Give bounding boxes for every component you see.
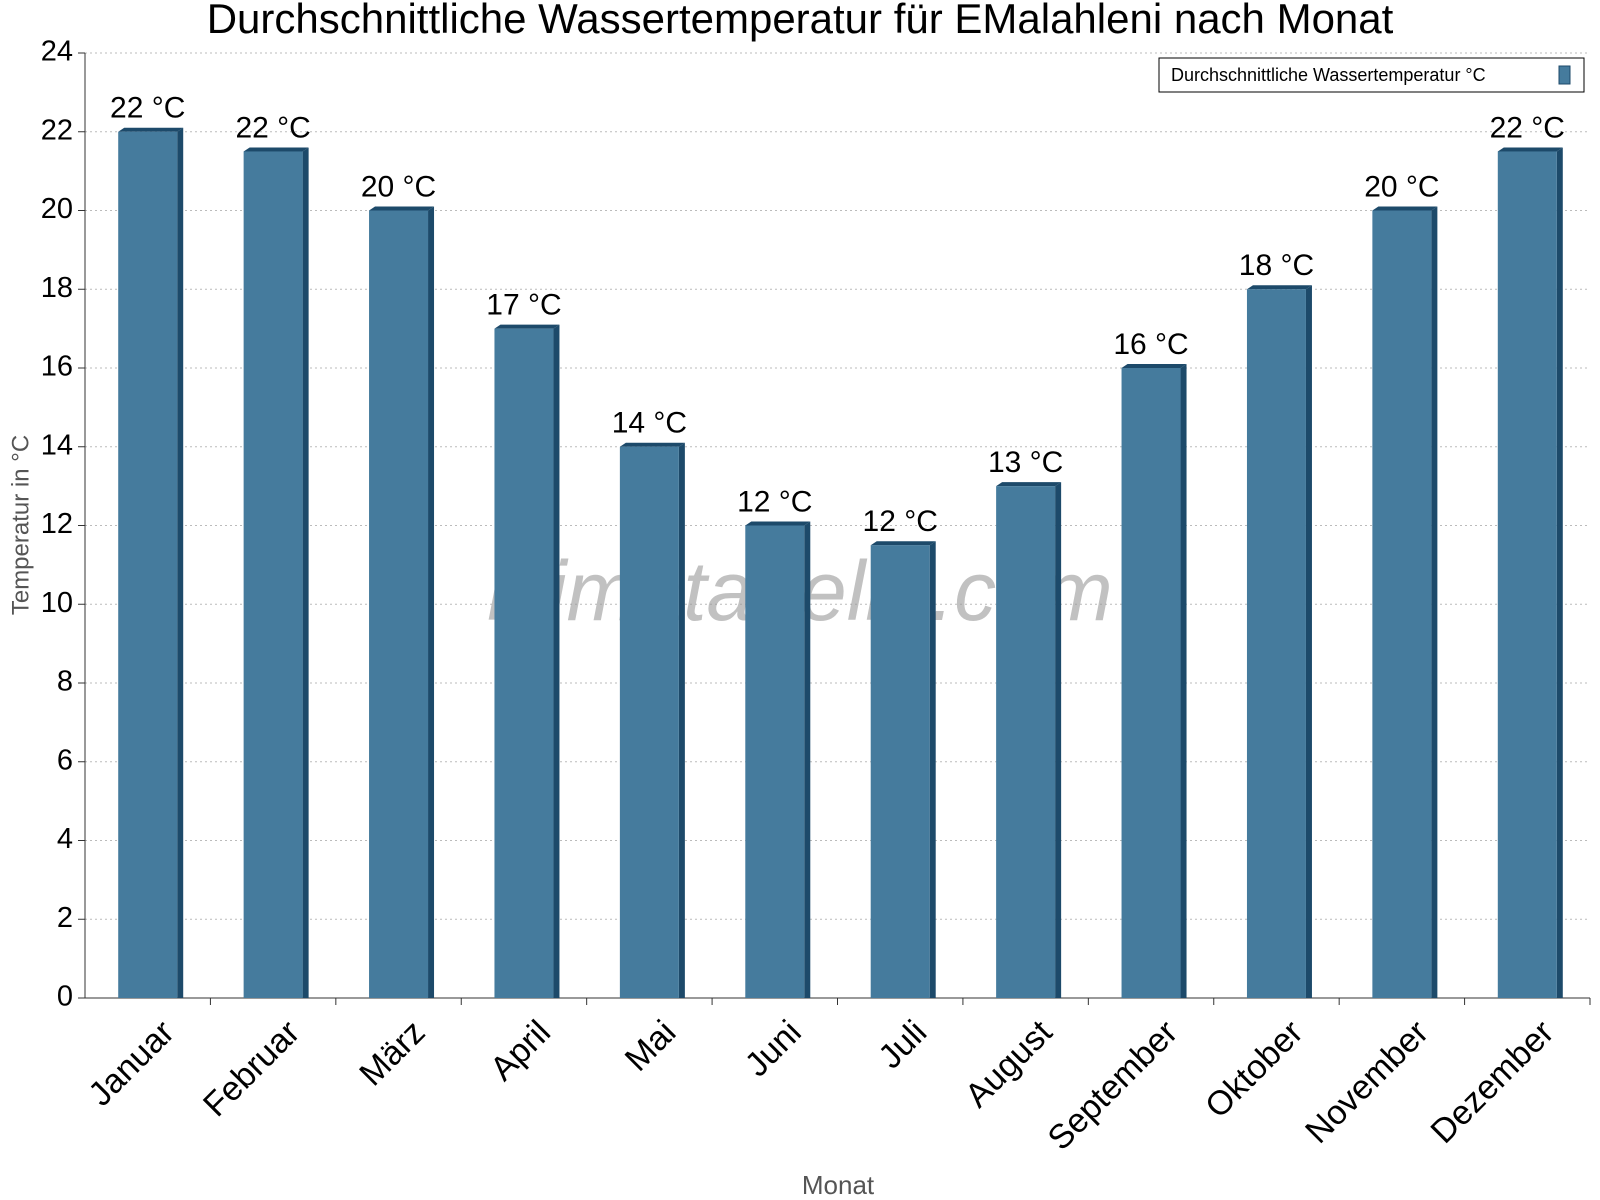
bar-side bbox=[177, 127, 184, 998]
value-label: 14 °C bbox=[612, 407, 687, 440]
bar-top bbox=[1372, 206, 1438, 211]
bar-top bbox=[745, 521, 811, 526]
value-label: 22 °C bbox=[110, 92, 185, 125]
y-tick-label: 4 bbox=[57, 823, 73, 855]
legend-box bbox=[1158, 57, 1585, 93]
y-tick-label: 12 bbox=[41, 508, 73, 540]
y-tick-label: 18 bbox=[41, 272, 73, 304]
legend: Durchschnittliche Wassertemperatur °C bbox=[1158, 57, 1585, 93]
bar-top bbox=[369, 206, 435, 211]
bar-top bbox=[1121, 364, 1187, 368]
bar bbox=[1121, 368, 1181, 998]
bar bbox=[369, 210, 429, 998]
x-axis-label: Monat bbox=[802, 1170, 875, 1200]
y-tick-label: 6 bbox=[57, 744, 73, 776]
bar-side bbox=[1556, 147, 1563, 998]
value-label: 13 °C bbox=[988, 446, 1063, 479]
bar-top bbox=[996, 482, 1062, 487]
bar bbox=[870, 545, 930, 998]
bar-side bbox=[428, 206, 435, 998]
y-tick-label: 10 bbox=[41, 587, 73, 619]
bar bbox=[243, 151, 303, 998]
bar-top bbox=[1497, 147, 1563, 152]
x-tick-label: März bbox=[352, 1013, 432, 1093]
x-tick-label: Mai bbox=[618, 1013, 684, 1079]
bar-top bbox=[243, 147, 309, 152]
y-axis-label: Temperatur in °C bbox=[7, 435, 34, 615]
x-tick-label: Juli bbox=[871, 1013, 934, 1076]
bar-top bbox=[494, 324, 560, 329]
x-tick-label: Oktober bbox=[1198, 1013, 1310, 1125]
bar-side bbox=[1431, 206, 1438, 998]
value-label: 12 °C bbox=[863, 505, 938, 538]
x-tick-label: Januar bbox=[81, 1013, 181, 1113]
y-tick-label: 8 bbox=[57, 666, 73, 698]
y-tick-label: 22 bbox=[41, 114, 73, 146]
value-label: 16 °C bbox=[1113, 328, 1188, 361]
bar bbox=[1246, 289, 1306, 998]
bar-top bbox=[118, 127, 184, 132]
legend-label: Durchschnittliche Wassertemperatur °C bbox=[1171, 65, 1486, 85]
bar-side bbox=[678, 442, 685, 998]
bar-side bbox=[929, 541, 936, 998]
y-tick-label: 20 bbox=[41, 193, 73, 225]
bar-side bbox=[1055, 482, 1062, 998]
bar bbox=[619, 446, 679, 998]
y-tick-label: 0 bbox=[57, 981, 73, 1013]
bar bbox=[996, 486, 1056, 998]
x-tick-label: August bbox=[958, 1013, 1060, 1115]
bar-top bbox=[619, 442, 685, 447]
x-tick-label: September bbox=[1041, 1013, 1185, 1157]
bar-top bbox=[1246, 285, 1312, 290]
bar-top bbox=[870, 541, 936, 546]
value-label: 20 °C bbox=[361, 170, 436, 203]
y-tick-label: 16 bbox=[41, 351, 73, 383]
bar-side bbox=[804, 521, 811, 998]
bar-side bbox=[1180, 364, 1187, 998]
y-tick-label: 14 bbox=[41, 429, 73, 461]
y-tick-label: 24 bbox=[41, 36, 73, 68]
value-label: 12 °C bbox=[737, 485, 812, 518]
x-tick-label: Dezember bbox=[1424, 1013, 1562, 1151]
y-tick-label: 2 bbox=[57, 902, 73, 934]
chart-title: Durchschnittliche Wassertemperatur für E… bbox=[207, 0, 1394, 42]
bar-side bbox=[1305, 285, 1312, 998]
value-label: 18 °C bbox=[1239, 249, 1314, 282]
value-label: 22 °C bbox=[235, 111, 310, 144]
legend-swatch bbox=[1558, 65, 1571, 85]
value-label: 20 °C bbox=[1364, 170, 1439, 203]
bar bbox=[1372, 210, 1432, 998]
x-tick-label: November bbox=[1298, 1013, 1436, 1151]
value-label: 17 °C bbox=[486, 289, 561, 322]
bar bbox=[118, 131, 178, 998]
bar bbox=[1497, 151, 1557, 998]
bar bbox=[745, 525, 805, 998]
x-tick-label: Februar bbox=[196, 1013, 307, 1124]
x-tick-label: April bbox=[483, 1013, 558, 1088]
bar-side bbox=[302, 147, 309, 998]
x-tick-label: Juni bbox=[738, 1013, 809, 1084]
bar-side bbox=[553, 324, 560, 998]
value-label: 22 °C bbox=[1490, 111, 1565, 144]
bar bbox=[494, 328, 554, 998]
